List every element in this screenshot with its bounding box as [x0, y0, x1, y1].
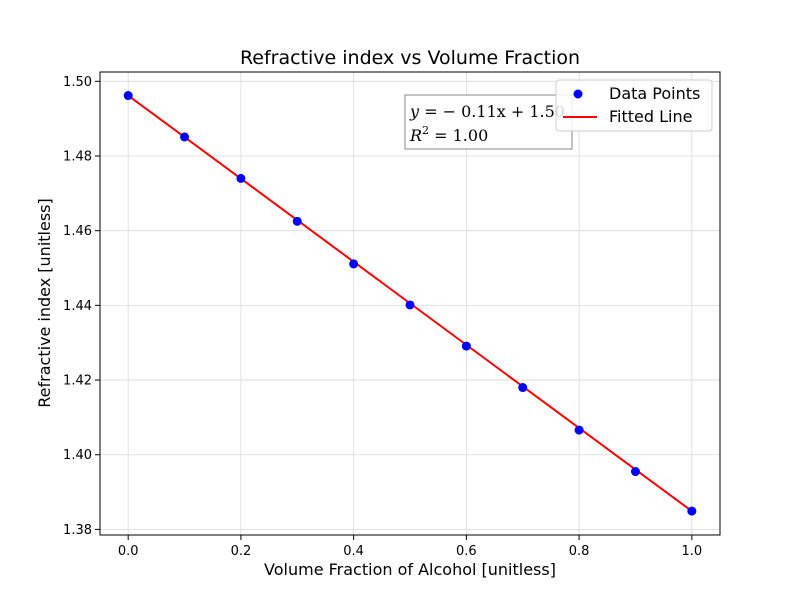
x-tick-label: 0.0	[118, 544, 139, 559]
equation-annotation: y = − 0.11x + 1.50 R2 = 1.00	[404, 94, 573, 150]
y-axis-label: Refractive index [unitless]	[35, 198, 54, 407]
data-point	[292, 216, 302, 226]
equation-text: y = − 0.11x + 1.50	[409, 102, 565, 121]
legend-box	[555, 79, 713, 132]
legend: Data Points Fitted Line	[555, 79, 713, 132]
y-tick-label: 1.40	[63, 448, 92, 463]
legend-label-data-points: Data Points	[609, 84, 700, 103]
x-tick-label: 0.4	[343, 544, 364, 559]
y-tick-label: 1.42	[63, 374, 92, 389]
y-axis-ticks: 1.38 1.40 1.42 1.44 1.46 1.48 1.50	[63, 75, 100, 538]
x-tick-label: 0.8	[569, 544, 590, 559]
r-squared-text: R2 = 1.00	[409, 124, 488, 145]
chart-title: Refractive index vs Volume Fraction	[240, 47, 580, 69]
data-point	[349, 259, 359, 269]
data-point	[574, 425, 584, 435]
x-tick-label: 1.0	[681, 544, 702, 559]
x-tick-label: 0.2	[231, 544, 252, 559]
data-point	[630, 467, 640, 477]
plot-frame	[99, 71, 721, 536]
x-tick-label: 0.6	[456, 544, 477, 559]
legend-label-fitted-line: Fitted Line	[609, 107, 692, 126]
data-point	[461, 341, 471, 351]
annotation-box	[404, 94, 573, 150]
data-point	[180, 132, 190, 142]
data-point	[518, 383, 528, 393]
data-point	[687, 506, 697, 516]
y-tick-label: 1.48	[63, 150, 92, 165]
y-tick-label: 1.46	[63, 224, 92, 239]
y-tick-label: 1.44	[63, 299, 92, 314]
legend-marker-data-points	[573, 89, 583, 99]
data-point	[405, 300, 415, 310]
y-tick-label: 1.50	[63, 75, 92, 90]
data-points-series	[123, 91, 697, 516]
x-axis-label: Volume Fraction of Alcohol [unitless]	[264, 560, 556, 579]
data-point	[123, 91, 133, 101]
y-tick-label: 1.38	[63, 523, 92, 538]
data-point	[236, 173, 246, 183]
x-axis-ticks: 0.0 0.2 0.4 0.6 0.8 1.0	[118, 535, 702, 559]
